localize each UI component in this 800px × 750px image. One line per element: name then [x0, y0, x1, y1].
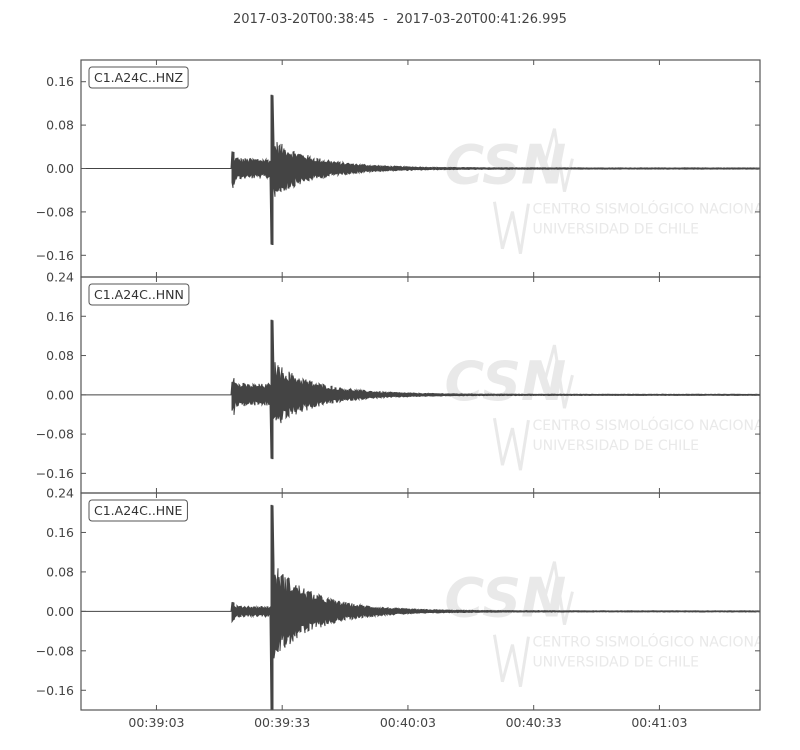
waveform-series-1 — [81, 94, 760, 245]
y-tick-label: 0.24 — [46, 486, 74, 501]
svg-text:C1.A24C..HNZ: C1.A24C..HNZ — [94, 70, 183, 85]
y-tick-label: 0.00 — [46, 604, 74, 619]
y-tick-label: 0.08 — [46, 118, 74, 133]
x-tick-label: 00:40:03 — [380, 715, 436, 730]
x-tick-label: 00:40:33 — [506, 715, 562, 730]
svg-text:CENTRO SISMOLÓGICO NACIONAL: CENTRO SISMOLÓGICO NACIONAL — [532, 633, 771, 651]
svg-text:UNIVERSIDAD DE CHILE: UNIVERSIDAD DE CHILE — [532, 655, 699, 671]
panel-3: CSN CENTRO SISMOLÓGICO NACIONAL UNIVERSIDA… — [36, 486, 771, 730]
x-tick-label: 00:39:33 — [254, 715, 310, 730]
csn-watermark-logo: CSN CENTRO SISMOLÓGICO NACIONAL UNIVERSIDA… — [444, 344, 771, 471]
y-tick-label: 0.16 — [46, 309, 74, 324]
y-tick-label: 0.16 — [46, 525, 74, 540]
y-tick-label: −0.16 — [36, 466, 74, 481]
svg-text:CSN: CSN — [444, 134, 566, 197]
trace-label-3: C1.A24C..HNE — [88, 499, 188, 522]
panel-frame-3 — [80, 492, 761, 711]
trace-label-2: C1.A24C..HNN — [88, 283, 190, 306]
y-tick-label: 0.00 — [46, 387, 74, 402]
svg-text:UNIVERSIDAD DE CHILE: UNIVERSIDAD DE CHILE — [532, 438, 699, 454]
svg-text:CENTRO SISMOLÓGICO NACIONAL: CENTRO SISMOLÓGICO NACIONAL — [532, 200, 771, 218]
y-tick-label: −0.16 — [36, 683, 74, 698]
waveform-series-2 — [81, 319, 760, 460]
panel-2: CSN CENTRO SISMOLÓGICO NACIONAL UNIVERSIDA… — [36, 270, 771, 494]
csn-watermark-logo: CSN CENTRO SISMOLÓGICO NACIONAL UNIVERSIDA… — [444, 561, 771, 687]
svg-text:C1.A24C..HNN: C1.A24C..HNN — [94, 287, 184, 302]
panel-1: CSN CENTRO SISMOLÓGICO NACIONAL UNIVERSIDA… — [36, 59, 771, 278]
y-tick-label: −0.08 — [36, 427, 74, 442]
x-tick-label: 00:41:03 — [631, 715, 687, 730]
csn-watermark-logo: CSN CENTRO SISMOLÓGICO NACIONAL UNIVERSIDA… — [444, 128, 771, 254]
trace-label-1: C1.A24C..HNZ — [88, 66, 189, 89]
y-tick-label: 0.08 — [46, 564, 74, 579]
svg-text:CENTRO SISMOLÓGICO NACIONAL: CENTRO SISMOLÓGICO NACIONAL — [532, 416, 771, 434]
y-tick-label: −0.16 — [36, 248, 74, 263]
svg-text:UNIVERSIDAD DE CHILE: UNIVERSIDAD DE CHILE — [532, 222, 699, 238]
svg-text:C1.A24C..HNE: C1.A24C..HNE — [94, 503, 183, 518]
waveform-series-3 — [81, 504, 760, 710]
y-tick-label: 0.00 — [46, 161, 74, 176]
y-tick-label: −0.08 — [36, 204, 74, 219]
panel-frame-2 — [80, 276, 761, 494]
svg-text:CSN: CSN — [444, 350, 566, 413]
chart-title: 2017-03-20T00:38:45 - 2017-03-20T00:41:2… — [233, 12, 567, 27]
y-tick-label: 0.08 — [46, 348, 74, 363]
y-tick-label: 0.24 — [46, 270, 74, 285]
svg-text:CSN: CSN — [444, 567, 566, 630]
y-tick-label: 0.16 — [46, 74, 74, 89]
y-tick-label: −0.08 — [36, 643, 74, 658]
x-tick-label: 00:39:03 — [128, 715, 184, 730]
